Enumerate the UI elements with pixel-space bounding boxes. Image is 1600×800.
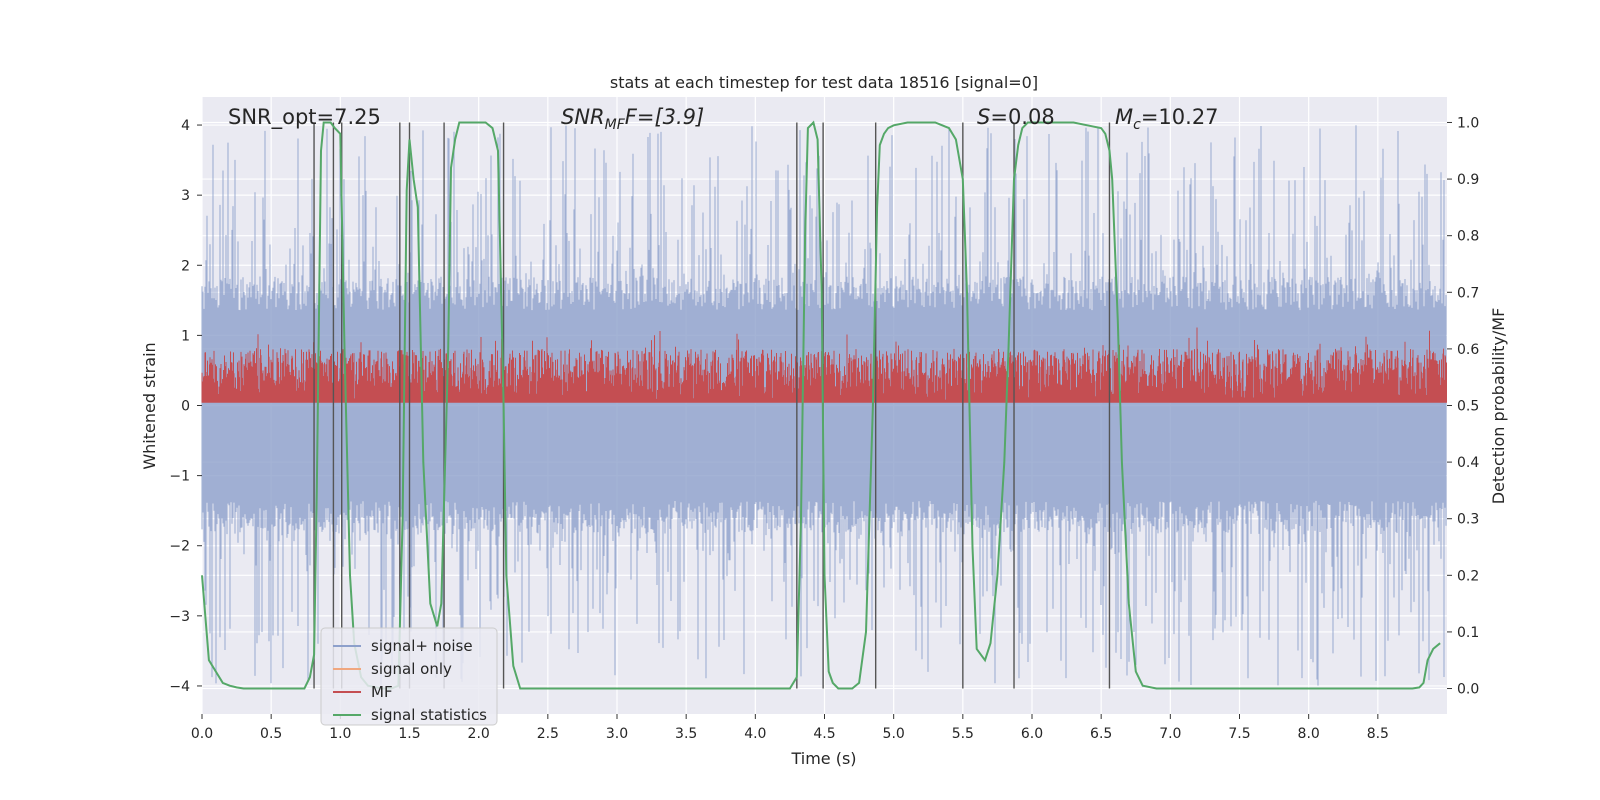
annotation-snr-opt: SNR_opt=7.25: [228, 105, 381, 130]
legend-label: MF: [371, 683, 393, 701]
s-rest: =0.08: [990, 105, 1054, 129]
x-tick-label: 0.5: [260, 726, 282, 742]
y-right-tick-label: 0.2: [1457, 568, 1479, 584]
y-tick-label: 3: [181, 188, 190, 204]
y-right-tick-label: 1.0: [1457, 115, 1479, 131]
y-axis-right-label: Detection probability/MF: [1489, 308, 1508, 505]
y-tick-label: −3: [169, 609, 190, 625]
annotation-mc: Mc=10.27: [1115, 105, 1219, 133]
y-right-tick-label: 0.7: [1457, 285, 1479, 301]
x-tick-label: 2.0: [468, 726, 490, 742]
x-tick-label: 2.5: [537, 726, 559, 742]
snr-mf-sub: MF: [605, 117, 626, 133]
signal-statistics-series: [201, 120, 1441, 690]
y-right-tick-label: 0.9: [1457, 172, 1479, 188]
y-axis-ticks-right: 0.0 0.1 0.2 0.3 0.4 0.5 0.6 0.7 0.8 0.9 1.0: [1447, 115, 1479, 698]
x-tick-label: 8.5: [1367, 726, 1389, 742]
y-tick-label: −2: [169, 539, 190, 555]
snr-mf-rest: F=[3.9]: [625, 105, 704, 129]
legend-label: signal only: [371, 660, 452, 678]
x-tick-label: 0.0: [191, 726, 213, 742]
x-tick-label: 6.0: [1021, 726, 1043, 742]
y-tick-label: −4: [169, 679, 190, 695]
snr-mf-base: SNR: [561, 105, 605, 129]
y-right-tick-label: 0.1: [1457, 625, 1479, 641]
y-right-tick-label: 0.4: [1457, 455, 1479, 471]
y-tick-label: −1: [169, 469, 190, 485]
x-tick-label: 5.0: [883, 726, 905, 742]
mc-base: M: [1115, 105, 1133, 129]
legend-label: signal+ noise: [371, 637, 473, 655]
y-right-tick-label: 0.3: [1457, 512, 1479, 528]
x-tick-label: 4.5: [813, 726, 835, 742]
y-right-tick-label: 0.0: [1457, 682, 1479, 698]
s-base: S: [977, 105, 990, 129]
x-tick-label: 7.0: [1159, 726, 1181, 742]
mf-series: [201, 327, 1447, 403]
annotation-snr-mf: SNRMFF=[3.9]: [561, 105, 704, 133]
y-right-tick-label: 0.6: [1457, 342, 1479, 358]
y-tick-label: 2: [181, 258, 190, 274]
x-axis-label: Time (s): [790, 749, 856, 768]
y-right-tick-label: 0.8: [1457, 229, 1479, 245]
signal-statistics-line: [201, 120, 1441, 690]
y-tick-label: 1: [181, 328, 190, 344]
y-tick-label: 0: [181, 399, 190, 415]
x-tick-label: 5.5: [952, 726, 974, 742]
legend-box: [320, 627, 498, 726]
legend: signal+ noise signal only MF signal statist…: [320, 627, 498, 726]
y-axis-label: Whitened strain: [140, 342, 159, 469]
x-tick-label: 4.0: [744, 726, 766, 742]
x-tick-label: 1.5: [398, 726, 420, 742]
x-tick-label: 8.0: [1298, 726, 1320, 742]
y-axis-ticks-left: −4 −3 −2 −1 0 1 2 3 4: [169, 118, 202, 695]
x-tick-label: 7.5: [1228, 726, 1250, 742]
mc-sub: c: [1133, 117, 1141, 133]
x-tick-label: 3.5: [675, 726, 697, 742]
mc-rest: =10.27: [1141, 105, 1219, 129]
y-tick-label: 4: [181, 118, 190, 134]
x-tick-label: 3.0: [606, 726, 628, 742]
chart-title: stats at each timestep for test data 185…: [610, 73, 1038, 92]
y-right-tick-label: 0.5: [1457, 399, 1479, 415]
annotation-s: S=0.08: [977, 105, 1055, 129]
x-tick-label: 1.0: [329, 726, 351, 742]
x-tick-label: 6.5: [1090, 726, 1112, 742]
legend-label: signal statistics: [371, 706, 487, 724]
mf-line: [201, 327, 1447, 403]
x-axis-ticks: 0.0 0.5 1.0 1.5 2.0 2.5 3.0 3.5 4.0 4.5 5.0 5.5 6.0 6…: [191, 714, 1389, 742]
